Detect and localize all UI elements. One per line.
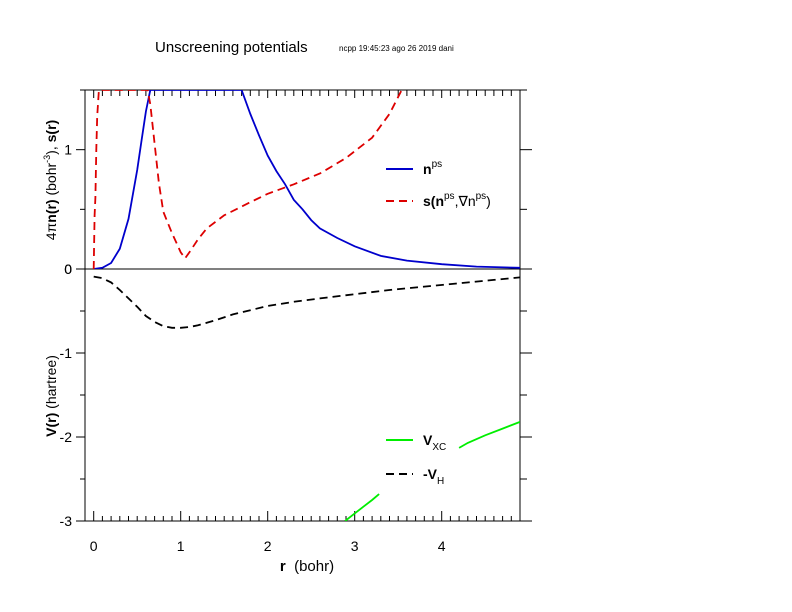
series-line--v-h: [93, 275, 520, 329]
x-tick-label: 0: [90, 538, 98, 554]
legend-entry: VXC: [386, 432, 446, 453]
legend-label: s(nps,∇nps): [423, 191, 491, 209]
legend-entry: -VH: [386, 466, 444, 487]
y-tick-label: 1: [64, 142, 72, 158]
x-tick-label: 4: [438, 538, 446, 554]
legend-entry: s(nps,∇nps): [386, 191, 491, 209]
series-line-s-n-ps-n-ps-: [92, 90, 403, 269]
y-tick-label: -1: [60, 345, 73, 361]
density-ylabel: 4πn(r) (bohr-3), s(r): [42, 120, 59, 240]
legend-entry: nps: [386, 159, 442, 177]
y-tick-label: -2: [60, 429, 73, 445]
legend-label: nps: [423, 159, 442, 177]
legend-label: -VH: [423, 466, 444, 487]
x-tick-label: 3: [351, 538, 359, 554]
series-line-n-ps: [93, 90, 520, 269]
legend-label: VXC: [423, 432, 446, 453]
x-tick-label: 1: [177, 538, 185, 554]
x-tick-label: 2: [264, 538, 272, 554]
plot-frame: [84, 89, 521, 522]
series-line-v-xc: [344, 421, 520, 521]
x-axis-label: r (bohr): [280, 558, 334, 575]
chart-title: Unscreening potentials: [155, 39, 308, 56]
y-tick-label: -3: [60, 513, 73, 529]
y-tick-label: 0: [64, 261, 72, 277]
potential-ylabel: V(r) (hartree): [43, 355, 59, 437]
y-tick-label: 0: [64, 261, 72, 277]
chart-subtitle: ncpp 19:45:23 ago 26 2019 dani: [339, 44, 454, 53]
